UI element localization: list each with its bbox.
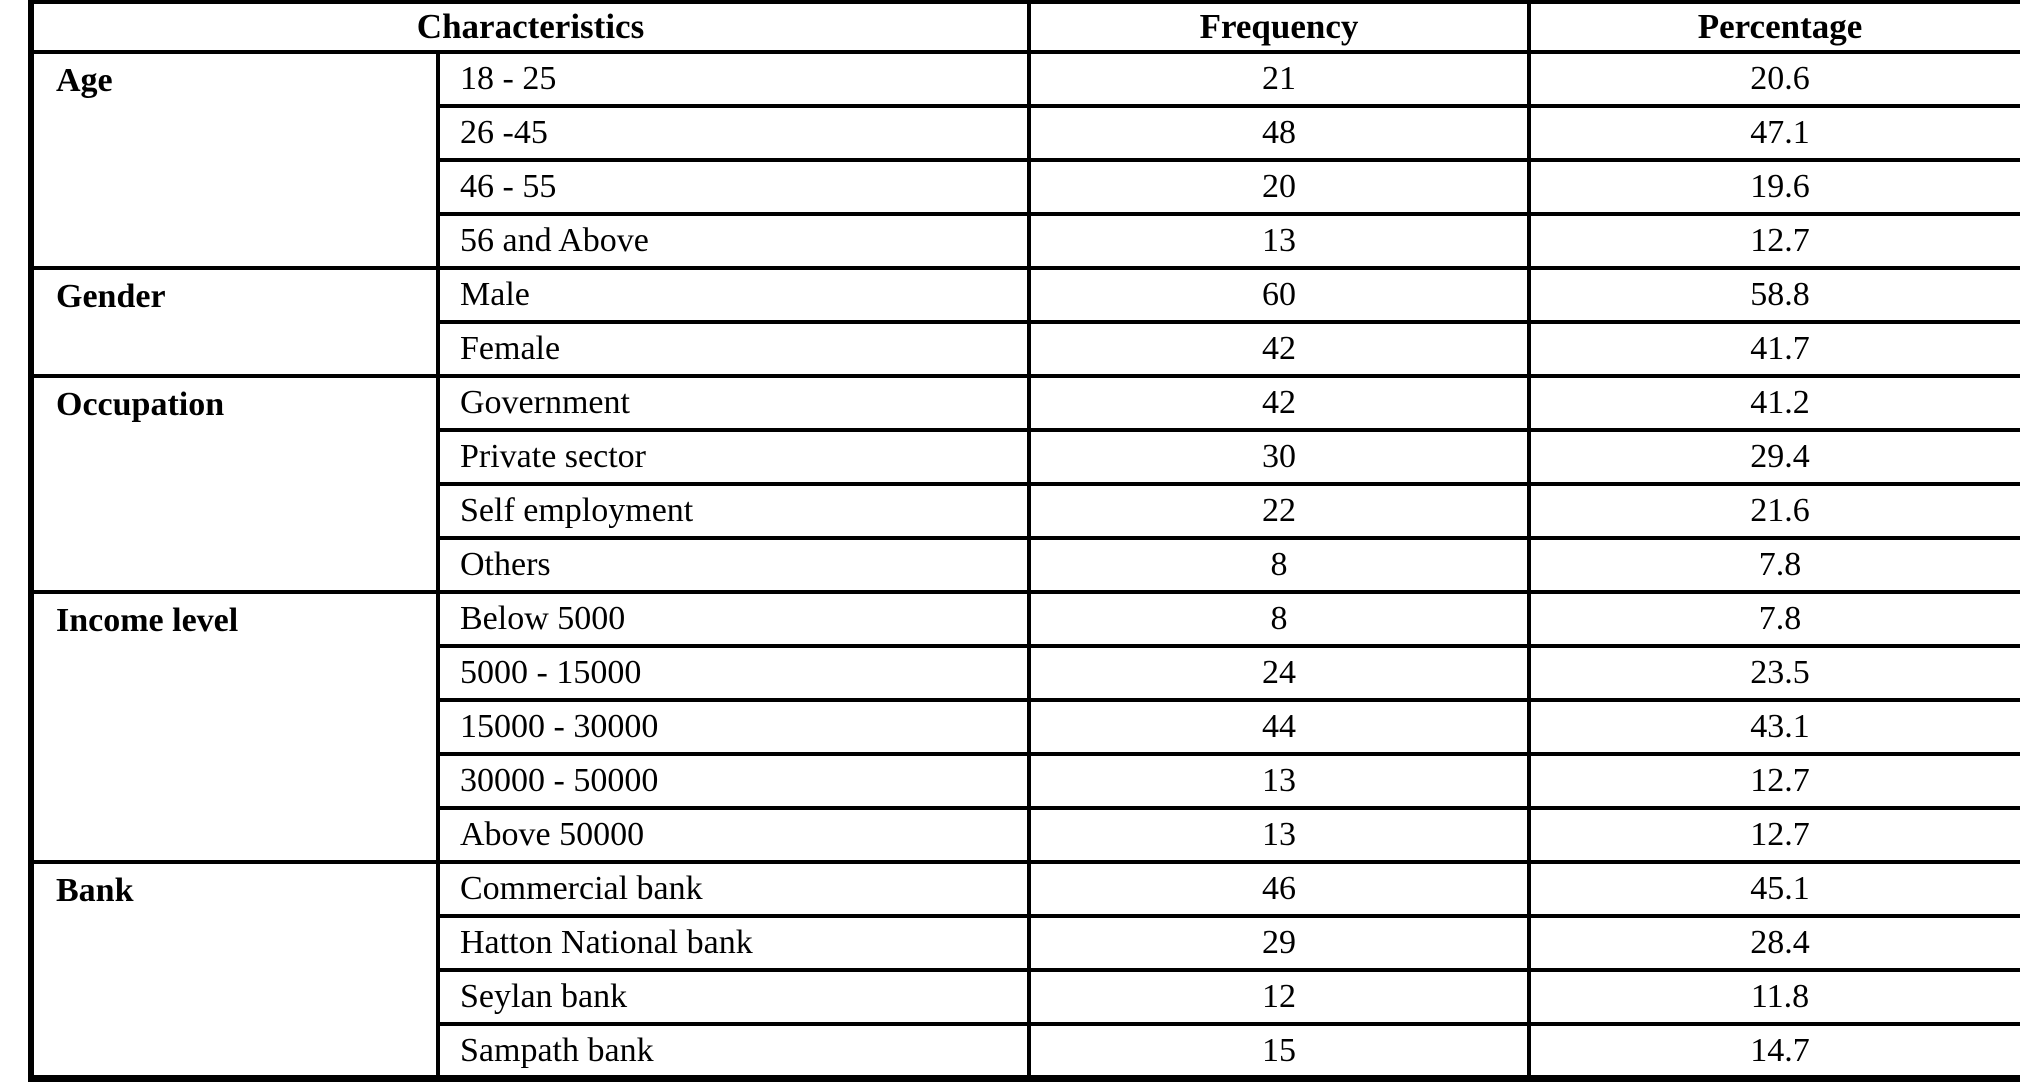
- percentage-cell: 23.5: [1527, 644, 2020, 702]
- subcategory-cell: Female: [435, 320, 1032, 378]
- table-row: Gender Male 60 58.8: [29, 266, 2020, 378]
- subcategory-cell: Others: [435, 536, 1032, 594]
- table-row: Self employment 22 21.6: [31, 482, 2020, 540]
- frequency-cell: 15: [1027, 1022, 1532, 1080]
- category-cell-income-level: Income level: [29, 590, 440, 864]
- frequency-cell: 12: [1027, 968, 1532, 1026]
- percentage-cell: 41.2: [1527, 374, 2020, 432]
- percentage-cell: 7.8: [1527, 590, 2020, 648]
- frequency-cell: 13: [1027, 806, 1532, 864]
- table-header-row: Characteristics Frequency Percentage: [28, 0, 2020, 54]
- subcategory-cell: 26 -45: [435, 104, 1032, 162]
- frequency-cell: 46: [1027, 860, 1532, 918]
- category-cell-occupation: Occupation: [29, 374, 440, 594]
- frequency-cell: 21: [1027, 50, 1532, 108]
- frequency-cell: 8: [1027, 536, 1532, 594]
- table-row: Female 42 41.7: [31, 320, 2020, 378]
- header-percentage: Percentage: [1527, 0, 2020, 54]
- percentage-cell: 11.8: [1527, 968, 2020, 1026]
- frequency-cell: 13: [1027, 212, 1532, 270]
- percentage-cell: 12.7: [1527, 806, 2020, 864]
- table-row: Others 8 7.8: [31, 536, 2020, 594]
- characteristics-table: Characteristics Frequency Percentage Age…: [28, 0, 2020, 1082]
- table-row: 26 -45 48 47.1: [31, 104, 2020, 162]
- table-row: Income level Below 5000 8 7.8: [29, 590, 2020, 864]
- frequency-cell: 8: [1027, 590, 1532, 648]
- percentage-cell: 14.7: [1527, 1022, 2020, 1080]
- table-row: Occupation Government 42 41.2: [29, 374, 2020, 594]
- table-row: Private sector 30 29.4: [31, 428, 2020, 486]
- percentage-cell: 43.1: [1527, 698, 2020, 756]
- header-frequency: Frequency: [1027, 0, 1532, 54]
- frequency-cell: 29: [1027, 914, 1532, 972]
- table-row: Seylan bank 12 11.8: [31, 968, 2020, 1026]
- table-row: Age 18 - 25 21 20.6: [29, 50, 2020, 270]
- frequency-cell: 42: [1027, 320, 1532, 378]
- frequency-cell: 24: [1027, 644, 1532, 702]
- percentage-cell: 19.6: [1527, 158, 2020, 216]
- header-characteristics: Characteristics: [28, 0, 1032, 54]
- subcategory-cell: 18 - 25: [435, 50, 1032, 108]
- subcategory-cell: Private sector: [435, 428, 1032, 486]
- subcategory-cell: 30000 - 50000: [435, 752, 1032, 810]
- percentage-cell: 47.1: [1527, 104, 2020, 162]
- percentage-cell: 7.8: [1527, 536, 2020, 594]
- subcategory-cell: Hatton National bank: [435, 914, 1032, 972]
- category-cell-age: Age: [29, 50, 440, 270]
- table-row: Sampath bank 15 14.7: [31, 1022, 2020, 1080]
- frequency-cell: 13: [1027, 752, 1532, 810]
- frequency-cell: 30: [1027, 428, 1532, 486]
- table-row: Hatton National bank 29 28.4: [31, 914, 2020, 972]
- percentage-cell: 20.6: [1527, 50, 2020, 108]
- subcategory-cell: Seylan bank: [435, 968, 1032, 1026]
- table-row: 5000 - 15000 24 23.5: [31, 644, 2020, 702]
- percentage-cell: 29.4: [1527, 428, 2020, 486]
- category-cell-bank: Bank: [29, 860, 440, 1080]
- frequency-cell: 60: [1027, 266, 1532, 324]
- percentage-cell: 28.4: [1527, 914, 2020, 972]
- table-row: 56 and Above 13 12.7: [31, 212, 2020, 270]
- subcategory-cell: 15000 - 30000: [435, 698, 1032, 756]
- table-row: 30000 - 50000 13 12.7: [31, 752, 2020, 810]
- table-row: 15000 - 30000 44 43.1: [31, 698, 2020, 756]
- percentage-cell: 12.7: [1527, 212, 2020, 270]
- frequency-cell: 42: [1027, 374, 1532, 432]
- subcategory-cell: Sampath bank: [435, 1022, 1032, 1080]
- table-row: Above 50000 13 12.7: [31, 806, 2020, 864]
- percentage-cell: 21.6: [1527, 482, 2020, 540]
- category-cell-gender: Gender: [29, 266, 440, 378]
- subcategory-cell: Government: [435, 374, 1032, 432]
- percentage-cell: 41.7: [1527, 320, 2020, 378]
- frequency-cell: 48: [1027, 104, 1532, 162]
- frequency-cell: 22: [1027, 482, 1532, 540]
- subcategory-cell: Self employment: [435, 482, 1032, 540]
- subcategory-cell: Male: [435, 266, 1032, 324]
- table-row: Bank Commercial bank 46 45.1: [29, 860, 2020, 1080]
- percentage-cell: 58.8: [1527, 266, 2020, 324]
- percentage-cell: 45.1: [1527, 860, 2020, 918]
- table-row: 46 - 55 20 19.6: [31, 158, 2020, 216]
- subcategory-cell: 46 - 55: [435, 158, 1032, 216]
- frequency-cell: 20: [1027, 158, 1532, 216]
- frequency-cell: 44: [1027, 698, 1532, 756]
- subcategory-cell: Commercial bank: [435, 860, 1032, 918]
- subcategory-cell: 5000 - 15000: [435, 644, 1032, 702]
- subcategory-cell: Below 5000: [435, 590, 1032, 648]
- percentage-cell: 12.7: [1527, 752, 2020, 810]
- subcategory-cell: 56 and Above: [435, 212, 1032, 270]
- subcategory-cell: Above 50000: [435, 806, 1032, 864]
